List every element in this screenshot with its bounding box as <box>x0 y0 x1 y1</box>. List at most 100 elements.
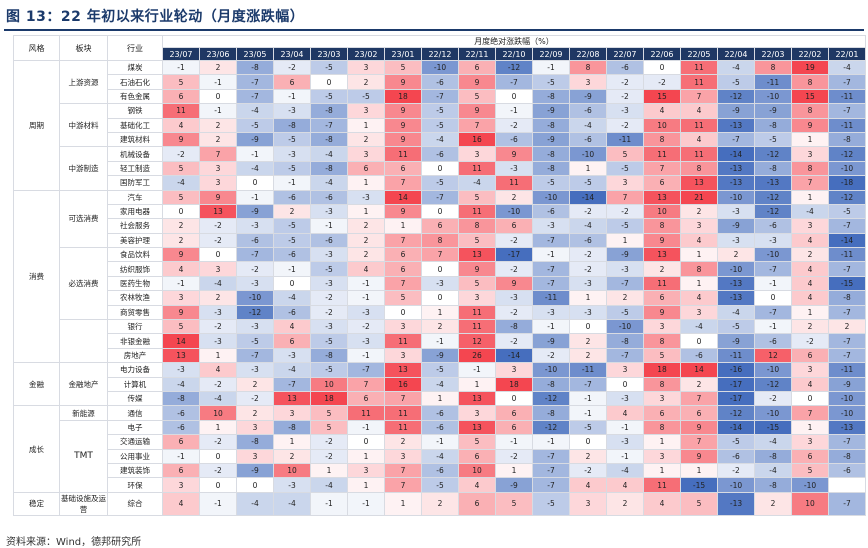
value-cell: -2 <box>606 117 644 133</box>
value-cell: 11 <box>458 304 496 321</box>
value-cell: 18 <box>643 362 681 378</box>
value-cell: 2 <box>199 59 237 76</box>
value-cell: 6 <box>273 74 311 90</box>
sector-cell: 金融地产 <box>59 362 108 407</box>
value-cell: -4 <box>680 319 718 335</box>
value-cell: 1 <box>347 117 385 133</box>
value-cell: 3 <box>236 419 274 436</box>
value-cell: -7 <box>495 74 533 90</box>
value-cell: -5 <box>273 232 311 249</box>
value-cell: 3 <box>236 448 274 464</box>
value-cell: -2 <box>236 390 274 407</box>
value-cell: 5 <box>162 160 200 177</box>
value-cell: -3 <box>606 390 644 407</box>
value-cell: 3 <box>680 218 718 234</box>
value-cell: -1 <box>532 59 570 76</box>
value-cell: -7 <box>828 333 866 349</box>
sector-cell: TMT <box>59 419 108 493</box>
value-cell: 9 <box>162 131 200 148</box>
value-cell: -3 <box>310 247 348 263</box>
value-cell: -9 <box>569 88 607 105</box>
value-cell: -3 <box>717 203 755 220</box>
value-cell: 3 <box>495 362 533 378</box>
value-cell: -1 <box>273 88 311 105</box>
value-cell: -8 <box>273 419 311 436</box>
value-cell: 5 <box>458 232 496 249</box>
value-cell: 7 <box>199 146 237 162</box>
value-cell: 6 <box>680 405 718 421</box>
value-cell: -10 <box>532 189 570 205</box>
value-cell: 0 <box>310 74 348 90</box>
month-header: 22/06 <box>643 47 681 61</box>
value-cell: -7 <box>828 261 866 277</box>
value-cell: 4 <box>680 131 718 148</box>
value-cell: 9 <box>199 189 237 205</box>
value-cell: 0 <box>384 304 422 321</box>
value-cell: -12 <box>236 304 274 321</box>
value-cell: 10 <box>310 376 348 392</box>
value-cell: -10 <box>236 290 274 306</box>
sector-cell: 可选消费 <box>59 189 108 249</box>
table-row: 建筑材料 9 2 -9 -5 -8 2 9 -4 16 -6 -9 -6 -11 8 4 -7 -5 1 -8 <box>14 131 866 148</box>
value-cell: -8 <box>236 434 274 450</box>
value-cell: -6 <box>421 146 459 162</box>
value-cell: 1 <box>569 290 607 306</box>
industry-cell: 电子 <box>107 419 163 436</box>
value-cell: -3 <box>236 319 274 335</box>
value-cell: -2 <box>495 448 533 464</box>
value-cell: -6 <box>421 462 459 479</box>
value-cell: -11 <box>717 347 755 364</box>
value-cell: 7 <box>680 390 718 407</box>
table-row: 交通运输 6 -2 -8 1 -2 0 2 -1 5 -1 -1 0 -3 1 7 -5 -4 3 -7 <box>14 434 866 450</box>
value-cell: 3 <box>680 304 718 321</box>
value-cell: 1 <box>273 434 311 450</box>
value-cell: 4 <box>643 103 681 119</box>
value-cell: -5 <box>606 218 644 234</box>
table-row: 中游材料 钢铁 11 -1 -4 -3 -8 3 9 -5 9 -1 -9 -6 -3 4 4 -9 -9 8 -7 <box>14 103 866 148</box>
value-cell: 14 <box>162 333 200 349</box>
value-cell: -8 <box>532 146 570 162</box>
value-cell: 3 <box>458 146 496 162</box>
value-cell: 7 <box>384 232 422 249</box>
value-cell: -8 <box>310 103 348 119</box>
value-cell: 8 <box>569 59 607 76</box>
value-cell: -1 <box>569 390 607 407</box>
value-cell: -3 <box>606 103 644 119</box>
value-cell: -9 <box>532 333 570 349</box>
value-cell: -7 <box>828 74 866 90</box>
value-cell: -4 <box>754 462 792 479</box>
value-cell: 2 <box>569 347 607 364</box>
industry-cell: 钢铁 <box>107 103 163 119</box>
value-cell: -6 <box>421 74 459 90</box>
value-cell: 3 <box>162 477 200 493</box>
value-cell: 3 <box>384 319 422 335</box>
industry-cell: 商贸零售 <box>107 304 163 321</box>
value-cell: -2 <box>495 117 533 133</box>
style-cell: 消费 <box>13 189 60 364</box>
table-row: 成长 新能源 通信 -6 10 2 3 5 11 11 -6 3 6 -8 -1 4 6 6 -12 -10 7 -10 <box>13 405 866 493</box>
value-cell: -1 <box>310 491 348 516</box>
value-cell: -1 <box>162 448 200 464</box>
value-cell: -8 <box>532 405 570 421</box>
table-row: 环保 3 0 0 -3 -4 1 7 -5 4 -9 -7 4 4 11 -15 -10 -8 -10 <box>14 477 866 493</box>
industry-cell: 有色金属 <box>107 88 163 105</box>
value-cell: -12 <box>717 405 755 421</box>
value-cell: 1 <box>199 419 237 436</box>
value-cell: 5 <box>162 189 200 205</box>
table-row: 房地产 13 1 -7 -3 -8 -1 3 -9 26 -14 -2 2 -7 5 -6 -11 12 6 -7 <box>14 347 866 364</box>
value-cell: -13 <box>717 290 755 306</box>
value-cell: -1 <box>569 405 607 421</box>
month-header: 22/11 <box>458 47 496 61</box>
value-cell: -15 <box>680 477 718 493</box>
value-cell: 3 <box>791 218 829 234</box>
value-cell: 8 <box>791 160 829 177</box>
value-cell: -4 <box>569 117 607 133</box>
value-cell: -2 <box>606 74 644 90</box>
value-cell: 5 <box>458 275 496 292</box>
value-cell: -1 <box>606 419 644 436</box>
value-cell: 3 <box>273 405 311 421</box>
value-cell: -2 <box>162 146 200 162</box>
industry-cell: 计算机 <box>107 376 163 392</box>
value-cell: -6 <box>421 405 459 421</box>
value-cell: 8 <box>643 218 681 234</box>
